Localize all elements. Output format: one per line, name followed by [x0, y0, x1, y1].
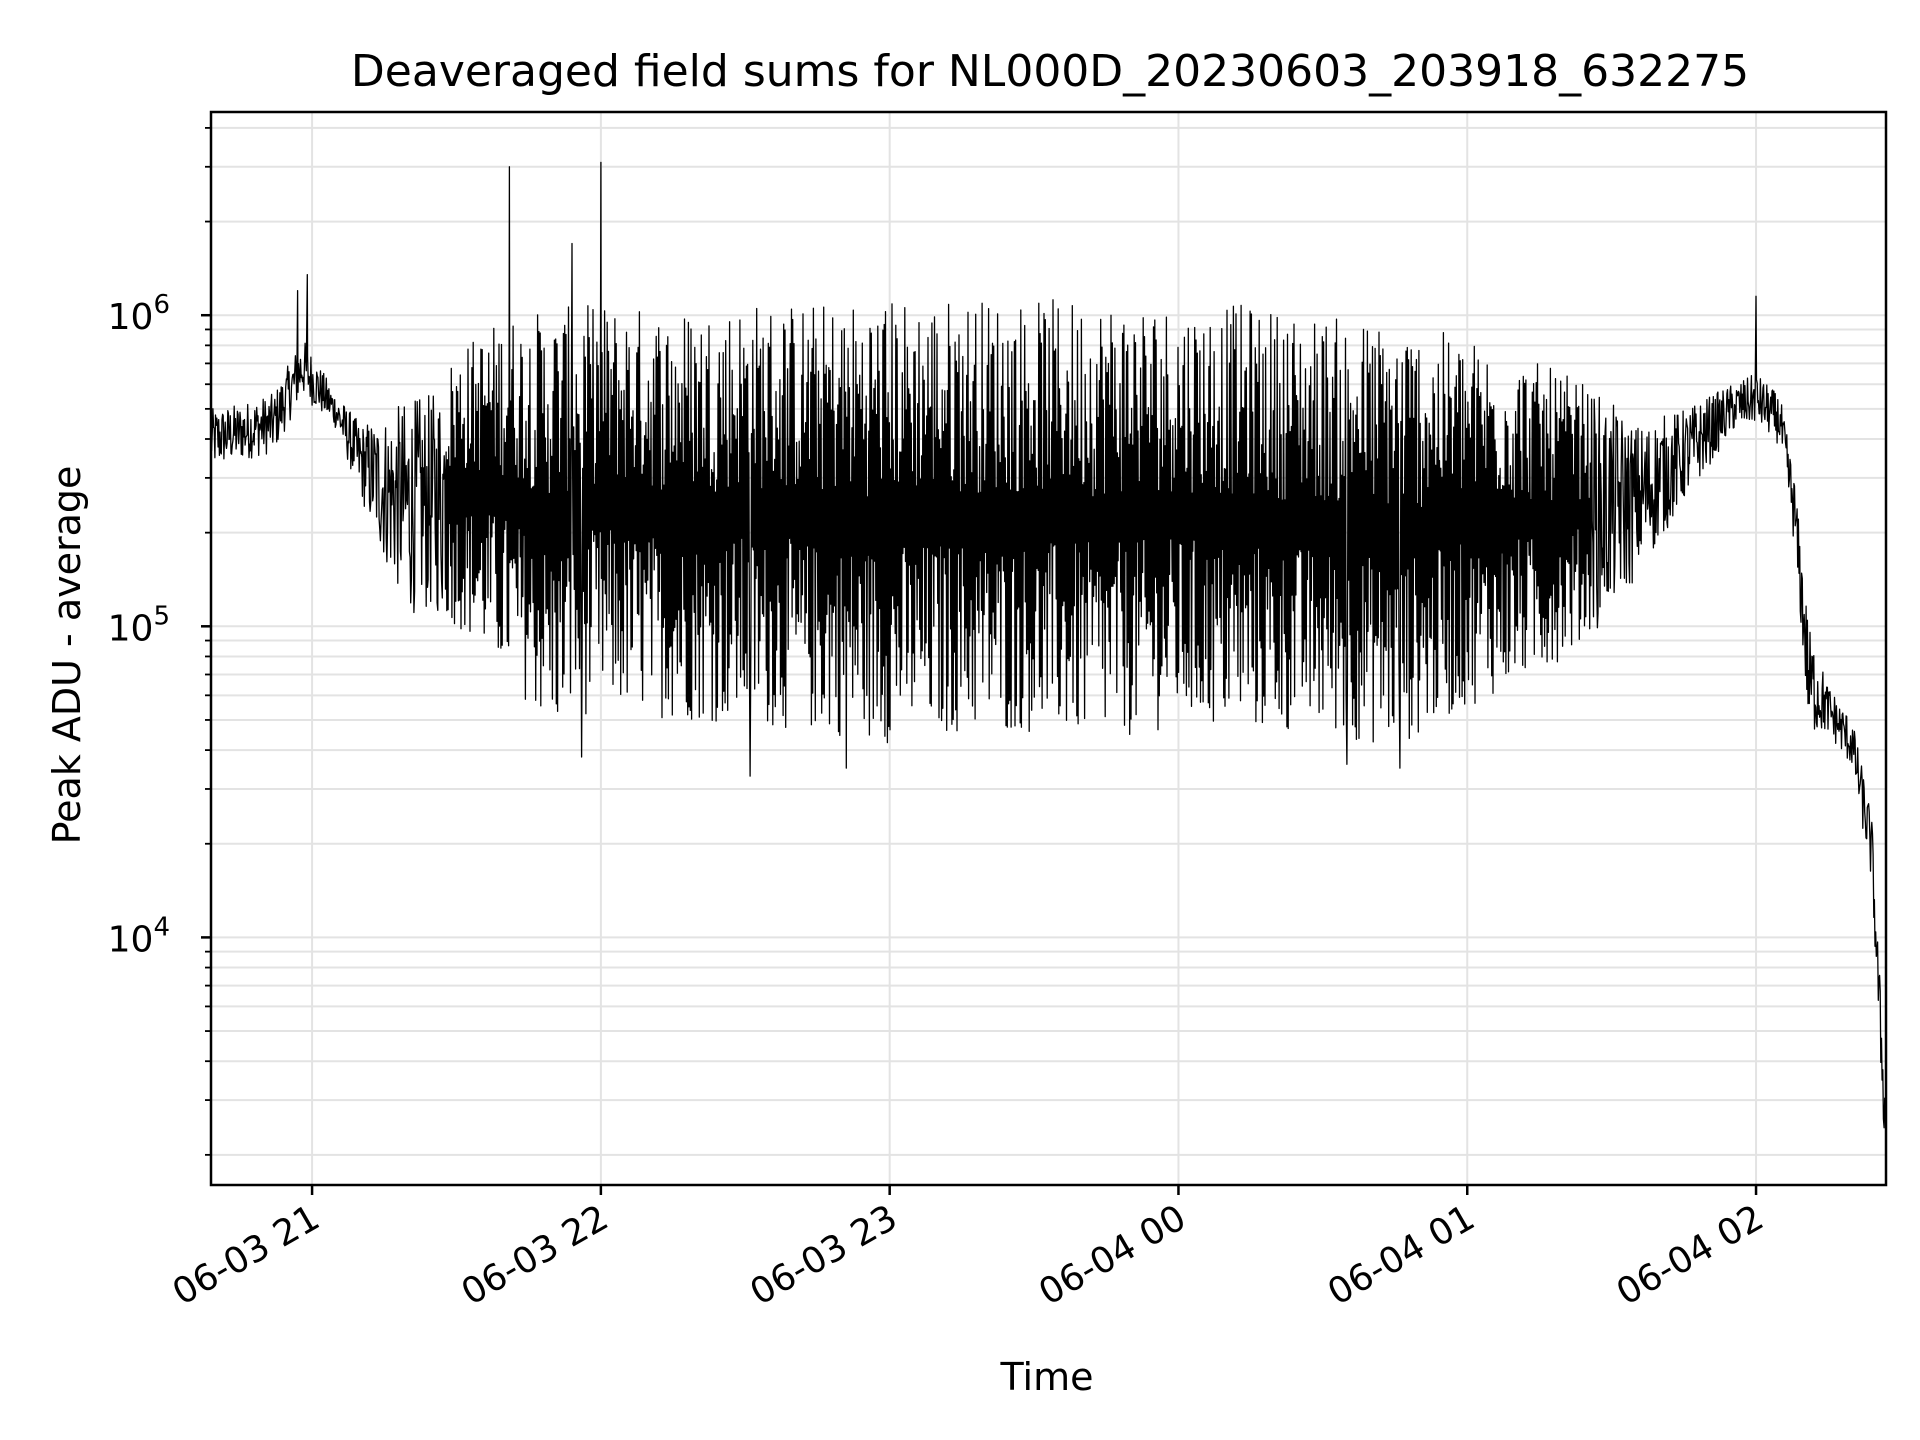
grid-lines — [211, 112, 1886, 1185]
series-line — [210, 161, 1887, 1149]
y-tick-label: 106 — [108, 290, 170, 338]
x-tick-label: 06-04 00 — [1032, 1197, 1193, 1313]
y-axis-label: Peak ADU - average — [45, 466, 89, 845]
chart-title: Deaveraged field sums for NL000D_2023060… — [351, 46, 1749, 97]
x-tick-label: 06-04 02 — [1610, 1197, 1771, 1313]
x-tick-label: 06-03 22 — [455, 1197, 616, 1313]
y-tick-label: 105 — [108, 601, 170, 649]
x-tick-label: 06-03 23 — [743, 1197, 904, 1313]
x-tick-label: 06-04 01 — [1321, 1197, 1482, 1313]
plot-frame — [209, 110, 1888, 1187]
y-tick-label: 104 — [108, 912, 170, 960]
x-axis-label: Time — [1000, 1355, 1094, 1399]
x-tick-label: 06-03 21 — [166, 1197, 327, 1313]
data-series-line — [210, 161, 1887, 1149]
